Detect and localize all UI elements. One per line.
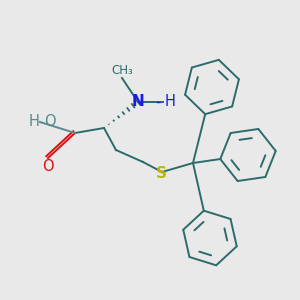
Text: -: - — [156, 94, 161, 110]
Text: H: H — [28, 115, 39, 130]
Text: H: H — [165, 94, 176, 110]
Text: N: N — [132, 94, 144, 110]
Text: CH₃: CH₃ — [111, 64, 133, 77]
Text: S: S — [155, 166, 167, 181]
Text: -: - — [38, 115, 44, 130]
Text: O: O — [42, 159, 54, 174]
Text: O: O — [44, 115, 56, 130]
